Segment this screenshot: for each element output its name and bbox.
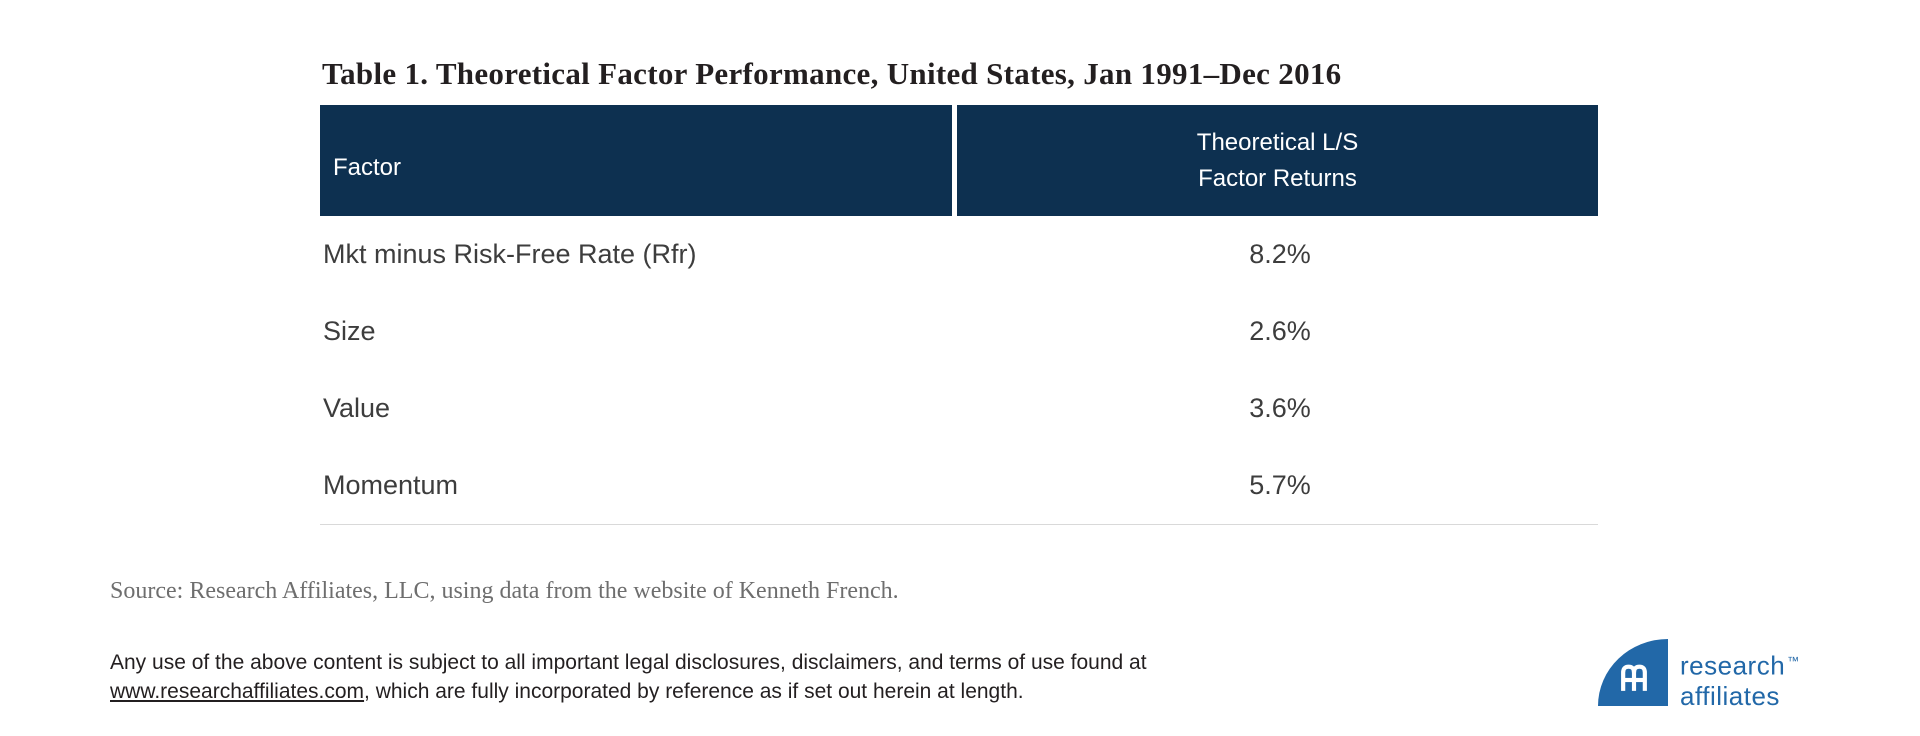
value-cell: 5.7% [1249,470,1311,500]
column-header-factor: Factor [320,105,957,216]
logo-word-affiliates: affiliates [1680,680,1780,711]
value-cell: 2.6% [1249,316,1311,346]
value-cell: 8.2% [1249,239,1311,269]
factor-cell: Momentum [323,470,459,500]
legal-disclaimer: Any use of the above content is subject … [110,648,1147,706]
source-note: Source: Research Affiliates, LLC, using … [110,578,899,604]
value-cell: 3.6% [1249,393,1311,423]
legal-line1: Any use of the above content is subject … [110,651,1147,674]
table-header-row: Factor Theoretical L/S Factor Returns [320,105,1598,216]
table-body: Mkt minus Risk-Free Rate (Rfr) 8.2% Size… [320,216,1598,525]
factor-cell: Size [323,316,376,346]
factor-cell: Mkt minus Risk-Free Rate (Rfr) [323,239,697,269]
trademark-symbol: ™ [1787,654,1800,668]
research-affiliates-logo: research ™ affiliates [1598,639,1799,711]
table-row: Momentum 5.7% [320,447,1598,524]
legal-line2-rest: , which are fully incorporated by refere… [364,680,1024,703]
column-header-returns-line2: Factor Returns [1198,164,1357,192]
logo-word-research: research ™ [1680,650,1800,681]
column-header-returns: Theoretical L/S Factor Returns [957,105,1598,216]
factor-cell: Value [323,393,391,423]
ra-monogram-icon [1598,639,1668,706]
table-row: Mkt minus Risk-Free Rate (Rfr) 8.2% [320,216,1598,293]
researchaffiliates-link[interactable]: www.researchaffiliates.com [110,680,365,703]
logo-wordmark: research ™ affiliates [1680,646,1799,711]
column-header-returns-line1: Theoretical L/S [1196,128,1359,156]
table-title: Table 1. Theoretical Factor Performance,… [322,56,1342,91]
factor-table: Factor Theoretical L/S Factor Returns Mk… [320,105,1598,525]
table-row: Value 3.6% [320,370,1598,447]
table-row: Size 2.6% [320,293,1598,370]
